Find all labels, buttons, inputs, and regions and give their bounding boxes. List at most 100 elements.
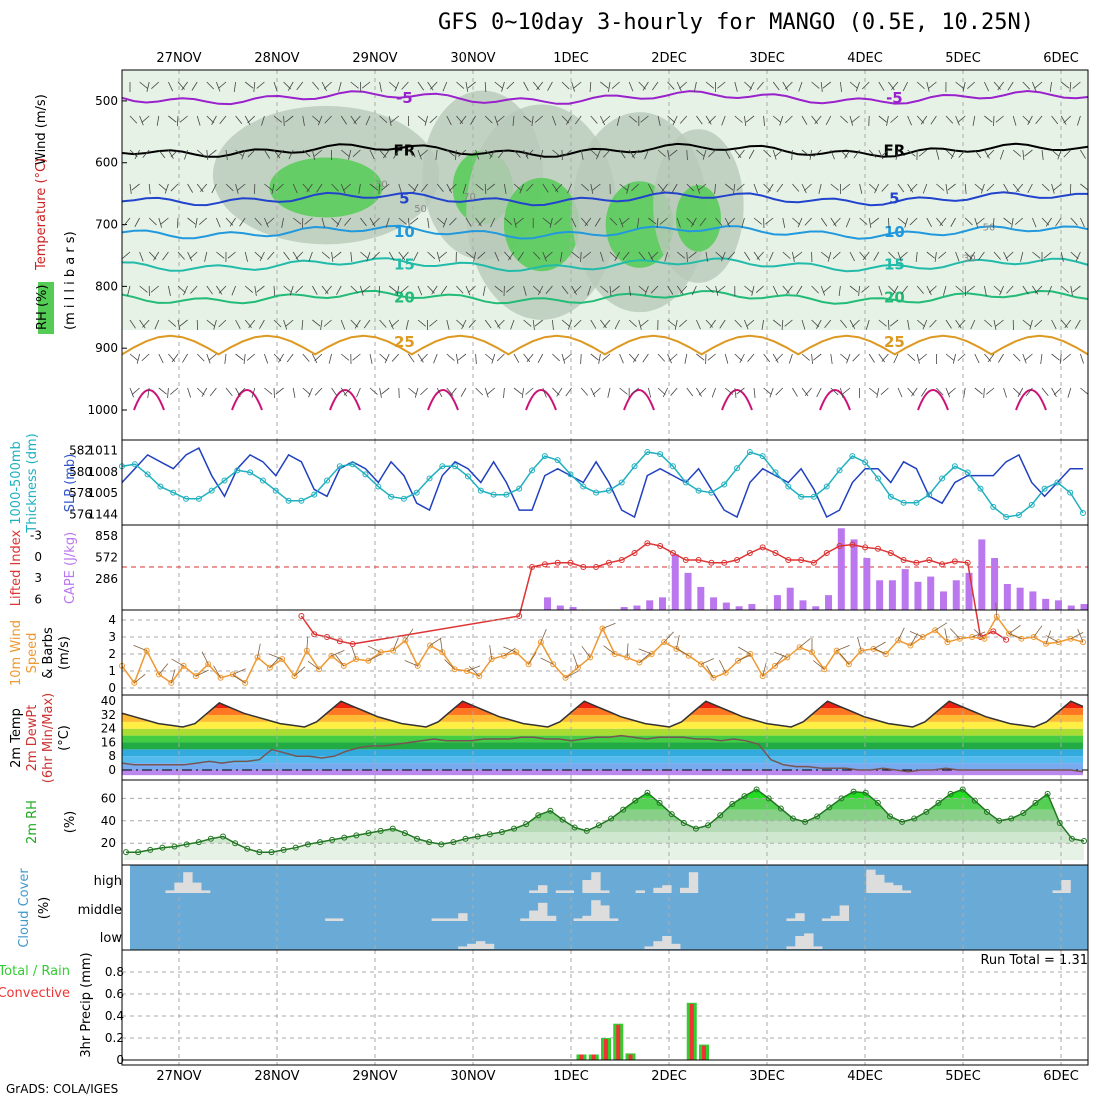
- wind-barb: [582, 251, 592, 259]
- wind-barb: [926, 81, 930, 92]
- tick-label: 0: [116, 1053, 124, 1067]
- wind-barb: [916, 81, 925, 90]
- wind-barb: [513, 183, 522, 191]
- axis-label: (m i l l i b a r s): [63, 231, 78, 330]
- thickness-line-marker: [990, 503, 997, 510]
- wind-barb: [638, 319, 642, 330]
- date-label-bottom: 1DEC: [553, 1069, 589, 1084]
- wind-barb: [1080, 183, 1089, 191]
- wind-barb: [1025, 387, 1033, 397]
- wind-barb: [427, 217, 430, 228]
- wind-barb: [781, 319, 784, 331]
- pressure-tick: 800: [95, 279, 118, 293]
- wind-barb: [686, 149, 688, 161]
- thickness-line-marker: [1054, 479, 1061, 486]
- cape-bar: [837, 528, 845, 610]
- wind-barb: [936, 387, 944, 396]
- wind-barb: [539, 149, 544, 160]
- wind-barb: [761, 319, 764, 330]
- wind-barb: [820, 217, 828, 227]
- wind-barb: [302, 149, 311, 158]
- date-label-bottom: 30NOV: [450, 1069, 495, 1084]
- wind-barb: [446, 387, 454, 396]
- precip-convective-bar: [579, 1054, 584, 1060]
- wind-barb: [565, 387, 572, 397]
- wind-barb: [955, 251, 960, 262]
- wind-barb: [244, 251, 248, 262]
- wind-barb: [955, 319, 962, 329]
- wind-barb: [208, 353, 217, 361]
- cape-bar: [748, 604, 756, 610]
- wind-barb: [755, 285, 764, 294]
- wind-barb: [897, 387, 903, 398]
- cloud-bar: [538, 902, 548, 921]
- wind-barb: [344, 217, 352, 226]
- cloud-bar: [591, 900, 601, 921]
- rh-line-marker: [632, 797, 639, 804]
- wind-barb: [813, 353, 822, 361]
- axis-label: 1000-500mb: [9, 441, 24, 525]
- thickness-line-marker: [298, 497, 305, 504]
- wind-barb: [619, 387, 628, 395]
- wind-barb: [696, 149, 705, 157]
- wind-barb: [148, 183, 151, 194]
- wind-barb: [350, 81, 359, 89]
- cloud-bar: [484, 943, 495, 949]
- lifted-index-line-marker: [772, 550, 779, 556]
- cloud-bar: [458, 946, 468, 949]
- tick-label: 8: [108, 749, 116, 763]
- wind-barb: [134, 217, 140, 227]
- thickness-line-marker: [324, 477, 331, 484]
- wind-barb: [206, 81, 215, 90]
- wind-barb: [785, 81, 793, 90]
- wind-barb: [984, 149, 990, 159]
- wind-barb: [972, 115, 976, 126]
- wind-barb: [1070, 632, 1084, 640]
- wind-barb: [895, 149, 899, 160]
- wind-barb: [494, 115, 499, 126]
- wind-barb: [503, 646, 517, 653]
- wind-barb: [542, 183, 549, 193]
- wind-barb: [532, 251, 541, 260]
- rh-color-band: [122, 789, 1084, 799]
- wind-barb: [944, 628, 948, 643]
- wind-barb: [733, 183, 736, 194]
- tick-label: 580: [69, 465, 92, 479]
- wind-barb: [465, 251, 475, 259]
- wind-barb: [552, 115, 557, 126]
- lifted-index-line-marker: [554, 559, 561, 566]
- wind-barb: [444, 659, 455, 670]
- wind-barb: [313, 149, 323, 157]
- chart-title: GFS 0~10day 3-hourly for MANGO (0.5E, 10…: [438, 10, 1035, 35]
- wind-barb: [1053, 387, 1062, 396]
- wind-barb: [782, 81, 789, 91]
- wind-barb: [664, 251, 668, 262]
- wind-speed-line-marker: [722, 669, 729, 676]
- wind-barb: [1060, 81, 1070, 89]
- wind-barb: [734, 353, 743, 362]
- wind-barb: [801, 319, 806, 330]
- wind-speed-line-marker: [907, 642, 914, 649]
- wind-barb: [811, 81, 820, 89]
- wind-barb: [335, 654, 345, 667]
- rh-line-marker: [498, 829, 505, 835]
- wind-barb: [753, 217, 763, 225]
- wind-barb: [209, 387, 217, 397]
- wind-barb: [709, 319, 716, 329]
- wind-barb: [741, 217, 745, 228]
- wind-barb: [671, 183, 678, 193]
- wind-barb: [813, 660, 825, 670]
- wind-barb: [1070, 251, 1079, 260]
- wind-barb: [602, 622, 616, 629]
- wind-barb: [892, 285, 899, 295]
- lifted-index-line-marker: [541, 561, 548, 568]
- wind-barb: [1051, 115, 1059, 125]
- wind-barb: [650, 251, 659, 260]
- lifted-index-line-marker: [529, 564, 536, 570]
- cloud-bar: [830, 915, 841, 921]
- wind-barb: [513, 217, 517, 228]
- wind-barb: [876, 387, 880, 398]
- wind-barb: [945, 353, 955, 361]
- wind-barb: [841, 387, 851, 395]
